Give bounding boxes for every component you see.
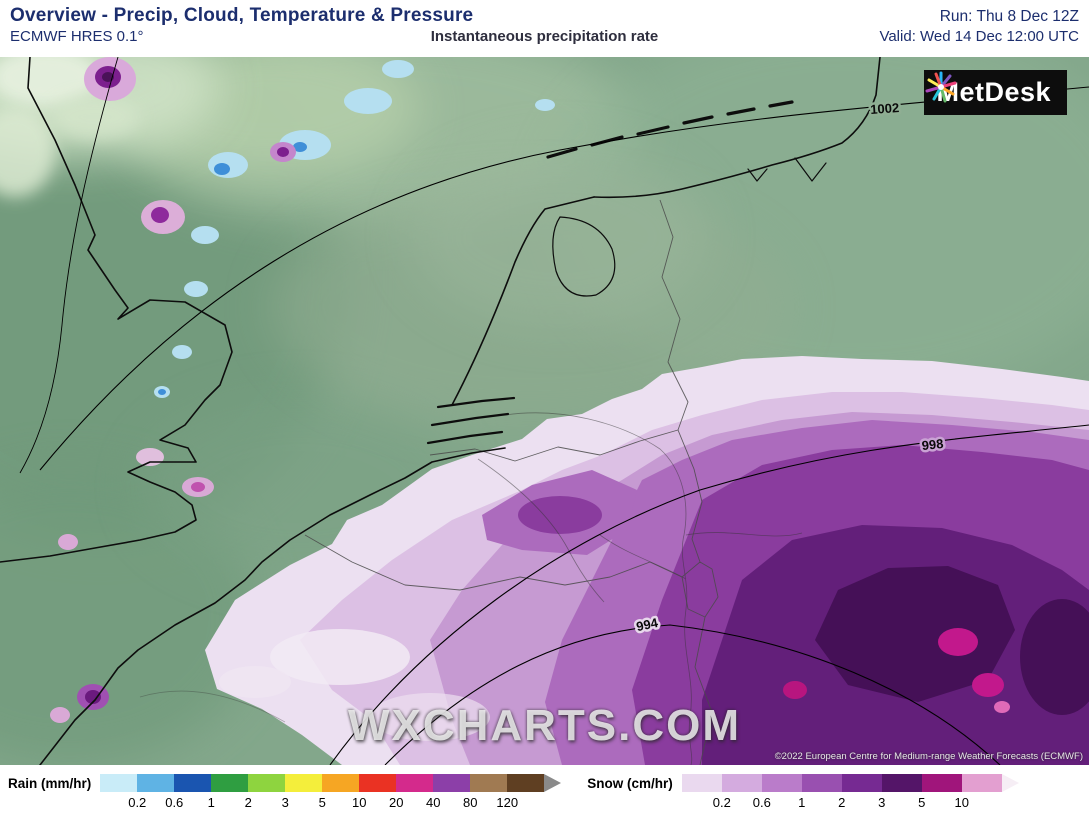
run-timestamp: Run: Thu 8 Dec 12Z — [939, 8, 1079, 25]
legend-tick-label: 120 — [496, 795, 519, 810]
legend-tick-label: 3 — [878, 795, 886, 810]
legend-tick-label: 2 — [838, 795, 846, 810]
legend-tick-label: 5 — [318, 795, 326, 810]
isobar-labels: 1002 998 994 — [632, 98, 946, 637]
legend-color-step — [359, 774, 397, 792]
legend-tick-label: 10 — [954, 795, 970, 810]
legend-color-step — [285, 774, 323, 792]
watermark: WXCHARTS.COM — [347, 701, 742, 750]
coastlines-layer — [0, 57, 881, 765]
legend-tick-label: 1 — [798, 795, 806, 810]
snow-legend-colorbar — [681, 774, 1002, 792]
legend-color-step — [681, 774, 722, 792]
legend-color-step — [507, 774, 545, 792]
legend-color-step — [137, 774, 175, 792]
legend-color-step — [961, 774, 1002, 792]
legend-tick-label: 40 — [426, 795, 441, 810]
legend-color-step — [248, 774, 286, 792]
legend-color-step — [322, 774, 360, 792]
legend-color-step — [921, 774, 962, 792]
legend-color-step — [396, 774, 434, 792]
legend-color-step — [761, 774, 802, 792]
legend-tick-label: 0.6 — [752, 795, 771, 810]
snow-legend: Snow (cm/hr) 0.2 0.6 1 2 3 5 10 — [587, 774, 1019, 814]
snow-legend-title: Snow (cm/hr) — [587, 776, 673, 791]
legend-tick-label: 2 — [244, 795, 252, 810]
copyright-notice: ©2022 European Centre for Medium-range W… — [774, 751, 1083, 762]
legend-tick-label: 3 — [281, 795, 289, 810]
legend-color-step — [470, 774, 508, 792]
model-label: ECMWF HRES 0.1° — [10, 28, 144, 45]
legend-tick-label: 0.2 — [128, 795, 147, 810]
legend-tick-label: 80 — [463, 795, 478, 810]
legend-color-step — [433, 774, 471, 792]
legend-color-step — [841, 774, 882, 792]
metdesk-starburst-icon — [925, 71, 957, 103]
legend-tick-label: 5 — [918, 795, 926, 810]
legend-color-step — [211, 774, 249, 792]
weather-map: 1002 998 994 MetDesk WXCHARTS.COM ©2022 … — [0, 57, 1089, 765]
snow-legend-arrow — [1001, 774, 1019, 792]
header: Overview - Precip, Cloud, Temperature & … — [0, 0, 1089, 57]
legend-tick-label: 1 — [207, 795, 215, 810]
legend-color-step — [881, 774, 922, 792]
rain-legend-colorbar — [100, 774, 545, 792]
legend-color-step — [174, 774, 212, 792]
isobars-layer — [19, 57, 1089, 765]
legend-tick-label: 0.2 — [712, 795, 731, 810]
valid-timestamp: Valid: Wed 14 Dec 12:00 UTC — [879, 28, 1079, 45]
rain-legend-arrow — [544, 774, 562, 792]
isobar-label-1002: 1002 — [870, 100, 900, 117]
legend-tick-label: 0.6 — [165, 795, 184, 810]
borders-layer — [304, 199, 719, 765]
field-label: Instantaneous precipitation rate — [430, 28, 659, 45]
weather-map-svg: 1002 998 994 — [0, 57, 1089, 765]
rain-legend-title: Rain (mm/hr) — [8, 776, 92, 791]
rivers-layer — [139, 412, 803, 765]
rain-legend-ticks: 0.2 0.6 1 2 3 5 10 20 40 80 120 — [100, 792, 544, 814]
snow-legend-ticks: 0.2 0.6 1 2 3 5 10 — [682, 792, 1002, 814]
rain-legend: Rain (mm/hr) 0.2 0.6 1 2 3 5 10 20 40 80 120 — [8, 774, 562, 814]
legend-color-step — [721, 774, 762, 792]
legend-tick-label: 20 — [389, 795, 404, 810]
isobar-label-998: 998 — [921, 436, 944, 453]
page-title: Overview - Precip, Cloud, Temperature & … — [10, 5, 474, 26]
legend-color-step — [801, 774, 842, 792]
metdesk-logo: MetDesk — [924, 70, 1067, 115]
legend-tick-label: 10 — [352, 795, 367, 810]
legend-bar: Rain (mm/hr) 0.2 0.6 1 2 3 5 10 20 40 80 120 Snow … — [0, 765, 1089, 835]
legend-color-step — [100, 774, 138, 792]
